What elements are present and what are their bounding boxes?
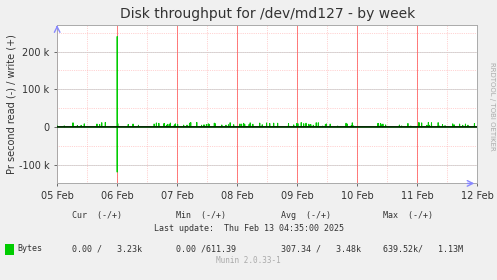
Text: Avg  (-/+): Avg (-/+) xyxy=(281,211,331,220)
Text: Max  (-/+): Max (-/+) xyxy=(383,211,433,220)
Text: Last update:  Thu Feb 13 04:35:00 2025: Last update: Thu Feb 13 04:35:00 2025 xyxy=(154,224,343,233)
Text: Munin 2.0.33-1: Munin 2.0.33-1 xyxy=(216,256,281,265)
Text: RRDTOOL / TOBI OETIKER: RRDTOOL / TOBI OETIKER xyxy=(489,62,495,151)
Text: 639.52k/   1.13M: 639.52k/ 1.13M xyxy=(383,245,463,254)
Text: 0.00 /611.39: 0.00 /611.39 xyxy=(176,245,237,254)
Text: Cur  (-/+): Cur (-/+) xyxy=(72,211,122,220)
Y-axis label: Pr second read (-) / write (+): Pr second read (-) / write (+) xyxy=(6,34,16,174)
Text: 0.00 /   3.23k: 0.00 / 3.23k xyxy=(72,245,142,254)
Text: Bytes: Bytes xyxy=(17,244,42,253)
Text: 307.34 /   3.48k: 307.34 / 3.48k xyxy=(281,245,361,254)
Title: Disk throughput for /dev/md127 - by week: Disk throughput for /dev/md127 - by week xyxy=(119,7,415,21)
Text: Min  (-/+): Min (-/+) xyxy=(176,211,227,220)
